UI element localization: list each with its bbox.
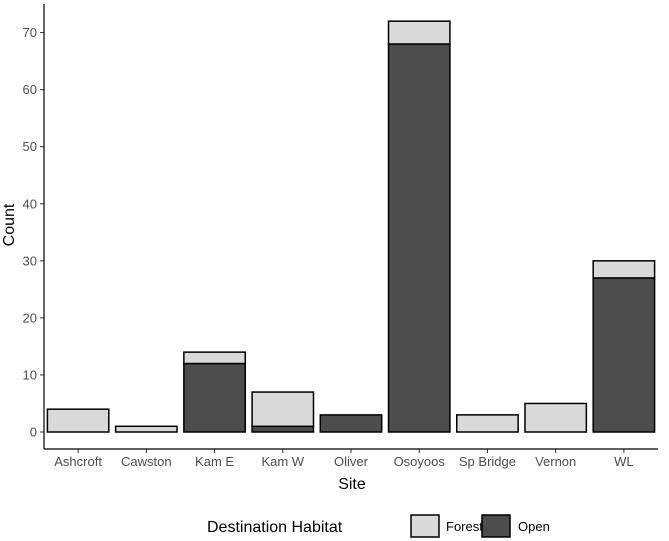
legend: Destination Habitat Forest Open [207, 514, 550, 538]
y-tick-label: 20 [23, 310, 37, 325]
x-tick-label: Kam E [195, 454, 234, 469]
y-tick-label: 70 [23, 25, 37, 40]
y-tick-label: 10 [23, 367, 37, 382]
x-tick-label: Sp Bridge [459, 454, 516, 469]
y-tick-label: 30 [23, 253, 37, 268]
legend-title: Destination Habitat [207, 519, 343, 536]
bar-cawston-forest [114, 425, 178, 433]
x-tick-label: WL [614, 454, 634, 469]
bar-kam-e-forest [183, 351, 247, 365]
x-tick-label: Oliver [334, 454, 369, 469]
legend-label-open: Open [518, 519, 550, 534]
x-tick-label: Ashcroft [54, 454, 102, 469]
bar-wl-open [592, 277, 656, 433]
bar-osoyoos-open [387, 43, 451, 433]
y-tick-label: 0 [30, 425, 37, 440]
legend-label-forest: Forest [446, 519, 483, 534]
axes-layer: Ashcroft Cawston Kam E Kam W Oliver Osoyoos Sp… [23, 4, 658, 469]
bar-kam-w-forest [251, 391, 315, 428]
bar-oliver-open [319, 414, 383, 433]
x-axis-title: Site [338, 476, 366, 493]
bar-ashcroft-forest [46, 408, 110, 433]
bar-vernon-forest [524, 402, 588, 433]
legend-key-open [481, 514, 511, 538]
legend-key-forest [410, 514, 440, 538]
y-axis-title: Count [1, 203, 18, 246]
x-tick-label: Vernon [535, 454, 576, 469]
bar-kam-e-open [183, 362, 247, 433]
bar-wl-forest [592, 260, 656, 279]
y-tick-label: 60 [23, 82, 37, 97]
x-tick-label: Kam W [261, 454, 304, 469]
x-tick-label: Osoyoos [394, 454, 446, 469]
y-tick-label: 40 [23, 196, 37, 211]
x-tick-label: Cawston [121, 454, 172, 469]
y-tick-label: 50 [23, 139, 37, 154]
bar-kam-w-open [251, 425, 315, 433]
bars-layer [46, 20, 656, 433]
bar-sp-bridge-forest [455, 414, 519, 433]
bar-osoyoos-forest [387, 20, 451, 45]
